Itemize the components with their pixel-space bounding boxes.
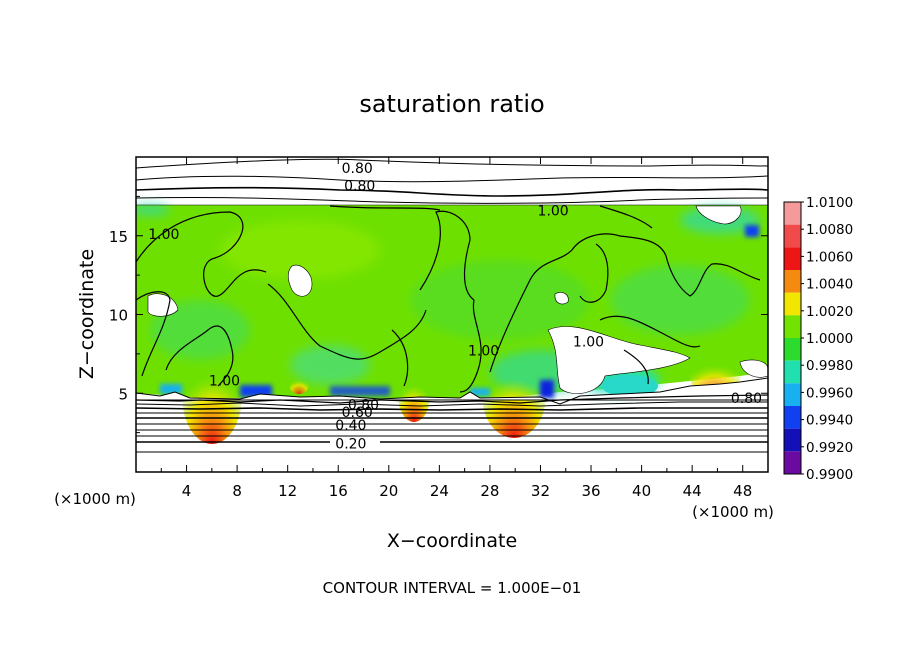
contour-lines-100 bbox=[136, 205, 761, 393]
y-tick-label: 15 bbox=[109, 228, 128, 246]
colorbar-label: 1.0000 bbox=[806, 331, 853, 347]
colorbar-label: 0.9960 bbox=[806, 385, 853, 401]
colorbar: 1.0100 1.0080 1.0060 1.0040 1.0020 1.0000 0.99… bbox=[783, 195, 853, 483]
contour-label: 0.80 bbox=[348, 397, 379, 413]
colorbar-label: 0.9940 bbox=[806, 413, 853, 429]
colorbar-swatch bbox=[784, 428, 801, 452]
colorbar-swatch bbox=[784, 270, 801, 293]
dry-patches bbox=[147, 205, 768, 394]
contour-interval-footer: CONTOUR INTERVAL = 1.000E−01 bbox=[323, 579, 582, 597]
colorbar-swatch bbox=[784, 383, 801, 406]
chart-title: saturation ratio bbox=[359, 90, 544, 118]
x-tick-label: 12 bbox=[278, 482, 297, 500]
colorbar-swatch bbox=[784, 202, 801, 225]
x-tick-label: 28 bbox=[480, 482, 499, 500]
colorbar-label: 0.9900 bbox=[806, 467, 853, 483]
cyan-patch bbox=[602, 375, 658, 397]
x-axis-unit-left: (×1000 m) bbox=[54, 490, 136, 508]
contour-label: 0.80 bbox=[342, 161, 373, 177]
x-tick-label: 32 bbox=[531, 482, 550, 500]
contour-label: 1.00 bbox=[573, 334, 604, 350]
contour-label: 1.00 bbox=[209, 374, 240, 390]
colorbar-swatch bbox=[784, 224, 801, 248]
colorbar-label: 1.0060 bbox=[806, 249, 853, 265]
colorbar-swatch bbox=[784, 360, 801, 384]
x-tick-label: 40 bbox=[632, 482, 651, 500]
y-tick-label: 5 bbox=[118, 385, 128, 403]
x-tick-label: 8 bbox=[232, 482, 242, 500]
colorbar-swatch bbox=[784, 406, 801, 429]
x-axis-label: X−coordinate bbox=[387, 530, 517, 552]
x-tick-label: 44 bbox=[683, 482, 702, 500]
colorbar-label: 0.9920 bbox=[806, 440, 853, 456]
contour-lines-lower bbox=[136, 394, 768, 453]
colorbar-swatch bbox=[784, 247, 801, 270]
cloud-base-edge bbox=[136, 377, 768, 405]
x-axis-ticks: 4 8 12 16 20 24 28 32 36 40 44 48 bbox=[160, 157, 752, 500]
colorbar-label: 1.0100 bbox=[806, 195, 853, 211]
contour-label: 0.20 bbox=[335, 437, 366, 453]
x-tick-label: 36 bbox=[581, 482, 600, 500]
colorbar-swatch bbox=[784, 315, 801, 338]
contour-label: 1.00 bbox=[148, 227, 179, 243]
x-tick-label: 20 bbox=[379, 482, 398, 500]
colorbar-label: 0.9980 bbox=[806, 358, 853, 374]
contour-label: 0.60 bbox=[342, 405, 373, 421]
x-tick-label: 24 bbox=[430, 482, 449, 500]
colorbar-swatch bbox=[784, 338, 801, 361]
contour-lines-upper bbox=[136, 158, 768, 206]
x-tick-label: 4 bbox=[182, 482, 192, 500]
x-axis-unit-right: (×1000 m) bbox=[692, 503, 774, 521]
contour-label: 0.80 bbox=[731, 391, 762, 407]
colorbar-label: 1.0080 bbox=[806, 222, 853, 238]
colorbar-swatch bbox=[784, 451, 801, 474]
contour-label: 0.80 bbox=[344, 178, 375, 194]
x-tick-label: 16 bbox=[329, 482, 348, 500]
colorbar-label: 1.0020 bbox=[806, 304, 853, 320]
y-axis-ticks: 5 10 15 bbox=[109, 195, 768, 434]
x-tick-label: 48 bbox=[733, 482, 752, 500]
y-axis-label: Z−coordinate bbox=[76, 249, 98, 379]
contour-label: 0.40 bbox=[335, 418, 366, 434]
plot-area: 0.800.801.001.001.001.001.000.800.800.60… bbox=[136, 157, 768, 472]
y-tick-label: 10 bbox=[109, 307, 128, 325]
colorbar-label: 1.0040 bbox=[806, 277, 853, 293]
contour-label: 1.00 bbox=[538, 204, 569, 220]
colorbar-swatch bbox=[784, 292, 801, 316]
contour-labels: 0.800.801.001.001.001.001.000.800.800.60… bbox=[148, 161, 762, 453]
contour-label: 1.00 bbox=[468, 344, 499, 360]
